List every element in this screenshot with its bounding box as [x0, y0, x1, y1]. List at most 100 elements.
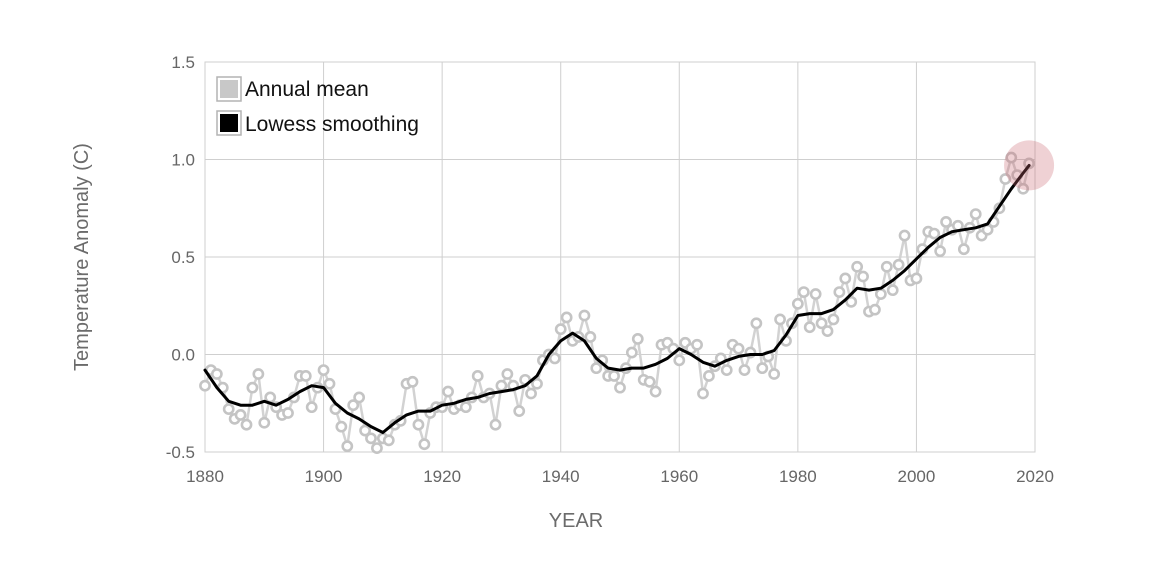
- annual-mean-point: [234, 409, 247, 421]
- annual-mean-point: [898, 229, 911, 242]
- annual-mean-point: [548, 352, 561, 365]
- annual-mean-point: [513, 405, 526, 417]
- annual-mean-point: [614, 381, 626, 394]
- annual-mean-point: [886, 284, 899, 297]
- annual-mean-point: [258, 416, 271, 429]
- annual-mean-point: [815, 317, 828, 330]
- annual-mean-point: [371, 442, 383, 454]
- annual-mean-point: [406, 375, 419, 388]
- annual-mean-point: [382, 434, 395, 447]
- annual-mean-point: [857, 270, 869, 283]
- x-tick-label: 1960: [660, 467, 698, 486]
- annual-mean-point: [874, 288, 887, 300]
- annual-mean-point: [347, 399, 360, 412]
- latest-year-highlight: [1004, 140, 1055, 191]
- legend-swatch-lowess-smoothing-fill: [220, 114, 238, 132]
- annual-mean-point: [560, 311, 573, 324]
- x-tick-label: 1920: [423, 467, 461, 486]
- annual-mean-point: [851, 260, 864, 273]
- annual-mean-point: [892, 258, 905, 271]
- annual-mean-point: [317, 364, 330, 376]
- grid: [204, 61, 1036, 453]
- annual-mean-point: [791, 297, 804, 310]
- x-tick-label: 2000: [898, 467, 936, 486]
- annual-mean-point: [631, 332, 644, 345]
- y-tick-label: 1.5: [171, 53, 195, 72]
- tick-labels: 1880 1900 1920 1940 1960 1980 2000 2020 -0.5 0.0 0…: [166, 53, 1054, 486]
- annual-mean-point: [501, 368, 514, 380]
- annual-mean-point: [869, 303, 881, 316]
- x-tick-label: 1880: [186, 467, 224, 486]
- annual-mean-point: [1017, 182, 1030, 195]
- legend-item-lowess-smoothing[interactable]: Lowess smoothing: [216, 110, 419, 136]
- annual-mean-point: [756, 362, 769, 375]
- legend-label-lowess-smoothing: Lowess smoothing: [245, 113, 419, 136]
- annual-mean-point: [999, 173, 1012, 185]
- annual-mean-point: [910, 272, 923, 285]
- annual-mean-point: [957, 243, 970, 256]
- annual-mean-point: [703, 370, 715, 382]
- lowess-smoothing-line: [203, 163, 1031, 434]
- annual-mean-point: [928, 227, 941, 240]
- annual-mean-point: [305, 401, 318, 414]
- annual-mean-point: [1005, 151, 1018, 164]
- annual-mean-point: [691, 338, 703, 351]
- x-tick-label: 1940: [542, 467, 580, 486]
- annual-mean-point: [643, 375, 656, 388]
- annual-mean-point: [625, 346, 638, 359]
- annual-mean-point: [554, 323, 567, 336]
- annual-mean-point: [489, 418, 502, 431]
- legend-label-annual-mean: Annual mean: [245, 78, 369, 101]
- legend-swatch-annual-mean-fill: [220, 80, 238, 98]
- annual-mean-point: [353, 391, 366, 404]
- annual-mean-point: [1023, 157, 1035, 170]
- y-tick-label: 1.0: [171, 151, 195, 170]
- x-tick-label: 2020: [1016, 467, 1054, 486]
- annual-mean-point: [768, 368, 781, 380]
- annual-mean-point: [827, 313, 840, 326]
- annual-mean-point: [222, 403, 235, 415]
- annual-mean-point: [323, 377, 336, 390]
- annual-mean-point: [246, 381, 259, 394]
- annual-mean-point: [697, 387, 709, 400]
- lowess-smoothing-series: [203, 163, 1031, 434]
- y-tick-label: 0.5: [171, 248, 195, 267]
- annual-mean-point: [471, 370, 484, 382]
- annual-mean-point: [525, 387, 537, 400]
- y-axis-title: Temperature Anomaly (C): [71, 143, 93, 371]
- annual-mean-point: [803, 321, 816, 334]
- annual-mean-point: [821, 325, 834, 337]
- annual-mean-point: [299, 370, 312, 382]
- annual-mean-point: [649, 385, 662, 398]
- x-tick-label: 1900: [305, 467, 343, 486]
- annual-mean-point: [335, 420, 348, 433]
- annual-mean-point: [608, 370, 620, 382]
- y-tick-label: 0.0: [171, 346, 195, 365]
- annual-mean-point: [412, 418, 425, 431]
- annual-mean-point: [252, 368, 265, 380]
- annual-mean-point: [797, 286, 810, 298]
- annual-mean-point: [199, 379, 211, 392]
- annual-mean-point: [809, 288, 822, 300]
- annual-mean-point: [584, 331, 597, 343]
- legend-item-annual-mean[interactable]: Annual mean: [216, 76, 369, 102]
- annual-mean-point: [359, 424, 371, 437]
- highlight-marker: [1004, 140, 1055, 191]
- legend: Annual mean Lowess smoothing: [216, 76, 419, 136]
- annual-mean-point: [833, 286, 846, 298]
- annual-mean-point: [845, 295, 858, 308]
- annual-mean-point: [282, 407, 294, 419]
- annual-mean-point: [880, 260, 893, 273]
- annual-mean-point: [590, 362, 603, 375]
- annual-mean-point: [578, 309, 591, 322]
- annual-mean-point: [442, 385, 454, 398]
- x-axis-title: YEAR: [549, 510, 603, 532]
- annual-mean-point: [418, 438, 431, 451]
- y-tick-label: -0.5: [166, 443, 195, 462]
- annual-mean-point: [240, 418, 253, 431]
- annual-mean-point: [495, 379, 508, 392]
- x-tick-label: 1980: [779, 467, 817, 486]
- annual-mean-point: [934, 245, 947, 258]
- annual-mean-point: [774, 313, 786, 326]
